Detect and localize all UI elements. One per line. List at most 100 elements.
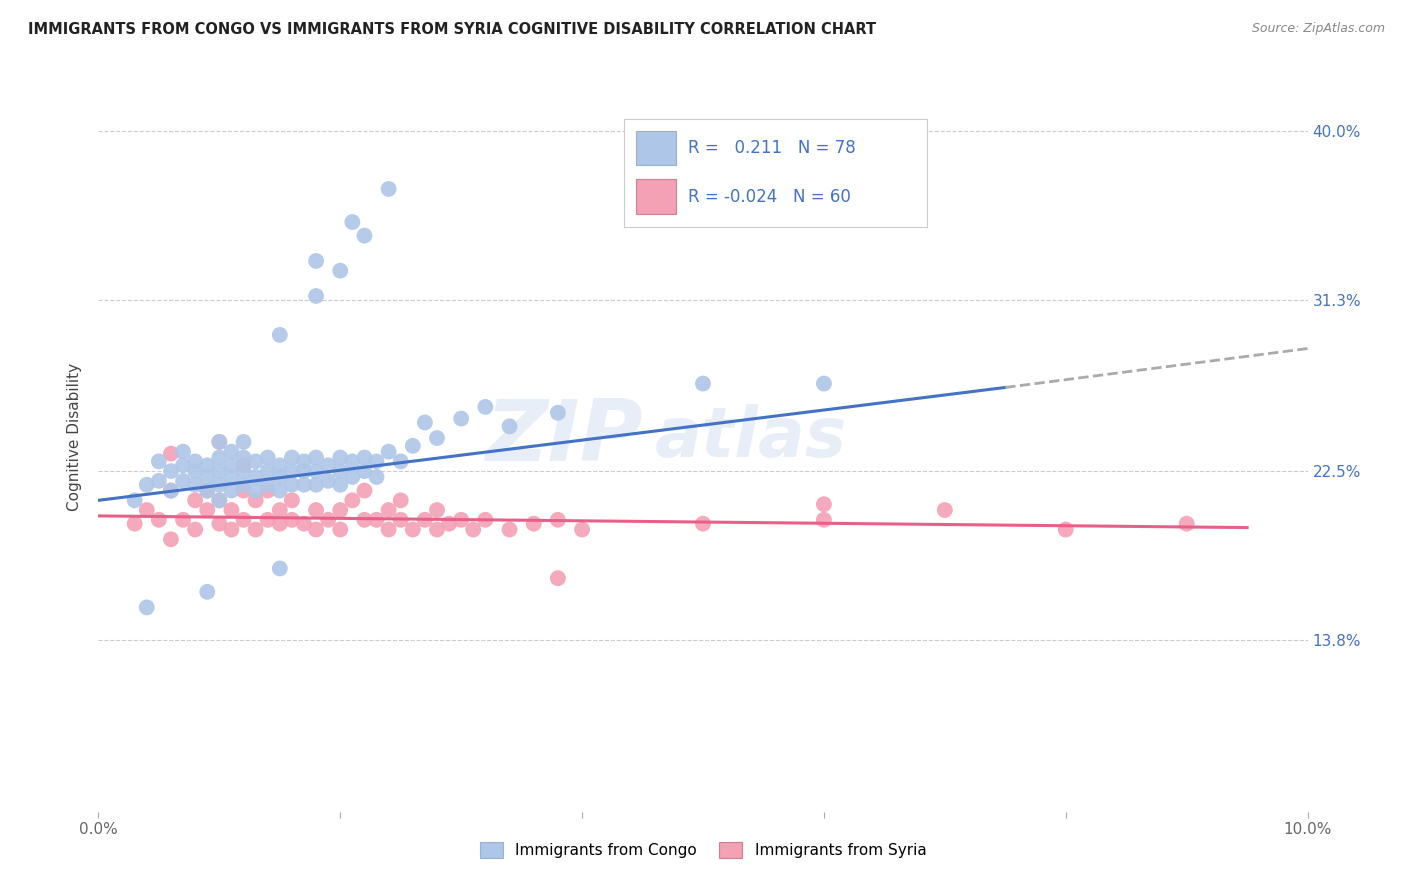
Point: [316, 474, 339, 488]
Point: [232, 513, 254, 527]
Point: [329, 263, 352, 277]
Point: [463, 523, 485, 537]
Point: [245, 493, 267, 508]
Point: [256, 477, 278, 491]
Point: [221, 458, 243, 473]
Point: [474, 513, 496, 527]
Point: [172, 474, 194, 488]
Point: [813, 513, 835, 527]
Point: [547, 513, 569, 527]
Point: [184, 523, 207, 537]
Point: [366, 470, 388, 484]
Point: [195, 470, 218, 484]
Point: [329, 503, 352, 517]
Point: [498, 419, 520, 434]
Point: [353, 513, 375, 527]
Point: [172, 444, 194, 458]
Point: [342, 454, 364, 468]
Point: [292, 464, 315, 478]
Point: [377, 503, 399, 517]
Point: [413, 513, 436, 527]
Point: [124, 516, 146, 531]
Point: [316, 458, 339, 473]
Point: [232, 458, 254, 473]
Point: [547, 406, 569, 420]
Point: [426, 523, 449, 537]
Point: [571, 523, 593, 537]
Point: [316, 513, 339, 527]
Point: [366, 513, 388, 527]
Point: [269, 327, 291, 342]
Point: [692, 376, 714, 391]
Point: [160, 464, 183, 478]
Point: [269, 470, 291, 484]
Point: [256, 450, 278, 465]
Point: [232, 464, 254, 478]
Point: [135, 503, 157, 517]
Point: [148, 513, 170, 527]
Point: [366, 454, 388, 468]
Point: [498, 523, 520, 537]
Legend: Immigrants from Congo, Immigrants from Syria: Immigrants from Congo, Immigrants from S…: [474, 836, 932, 864]
Point: [402, 439, 425, 453]
Y-axis label: Cognitive Disability: Cognitive Disability: [67, 363, 83, 511]
Point: [245, 523, 267, 537]
Text: atlas: atlas: [655, 403, 846, 471]
Point: [305, 523, 328, 537]
Point: [1054, 523, 1077, 537]
Point: [195, 483, 218, 498]
Point: [148, 474, 170, 488]
Point: [389, 454, 412, 468]
Point: [281, 464, 304, 478]
Point: [245, 483, 267, 498]
Point: [377, 444, 399, 458]
Text: IMMIGRANTS FROM CONGO VS IMMIGRANTS FROM SYRIA COGNITIVE DISABILITY CORRELATION : IMMIGRANTS FROM CONGO VS IMMIGRANTS FROM…: [28, 22, 876, 37]
Point: [305, 450, 328, 465]
Point: [208, 516, 231, 531]
Point: [547, 571, 569, 585]
Point: [148, 454, 170, 468]
Point: [353, 464, 375, 478]
Point: [305, 503, 328, 517]
Point: [377, 523, 399, 537]
Point: [342, 493, 364, 508]
Point: [305, 254, 328, 268]
Point: [245, 454, 267, 468]
Point: [124, 493, 146, 508]
Point: [292, 516, 315, 531]
Point: [292, 477, 315, 491]
Point: [160, 447, 183, 461]
Point: [245, 470, 267, 484]
Point: [813, 497, 835, 511]
Point: [437, 516, 460, 531]
Point: [389, 493, 412, 508]
Point: [208, 493, 231, 508]
Point: [184, 477, 207, 491]
Point: [281, 493, 304, 508]
Point: [221, 444, 243, 458]
Point: [160, 533, 183, 547]
Point: [232, 434, 254, 449]
Point: [305, 289, 328, 303]
Point: [221, 503, 243, 517]
Point: [160, 483, 183, 498]
Point: [208, 434, 231, 449]
Point: [342, 215, 364, 229]
Point: [195, 503, 218, 517]
Point: [269, 483, 291, 498]
Point: [281, 477, 304, 491]
Point: [353, 450, 375, 465]
Point: [450, 513, 472, 527]
Point: [389, 513, 412, 527]
Point: [934, 503, 956, 517]
Point: [426, 503, 449, 517]
Point: [135, 600, 157, 615]
Point: [342, 470, 364, 484]
Point: [195, 483, 218, 498]
Point: [160, 483, 183, 498]
Point: [377, 182, 399, 196]
Point: [402, 523, 425, 537]
Point: [1175, 516, 1198, 531]
Point: [232, 477, 254, 491]
Point: [232, 450, 254, 465]
